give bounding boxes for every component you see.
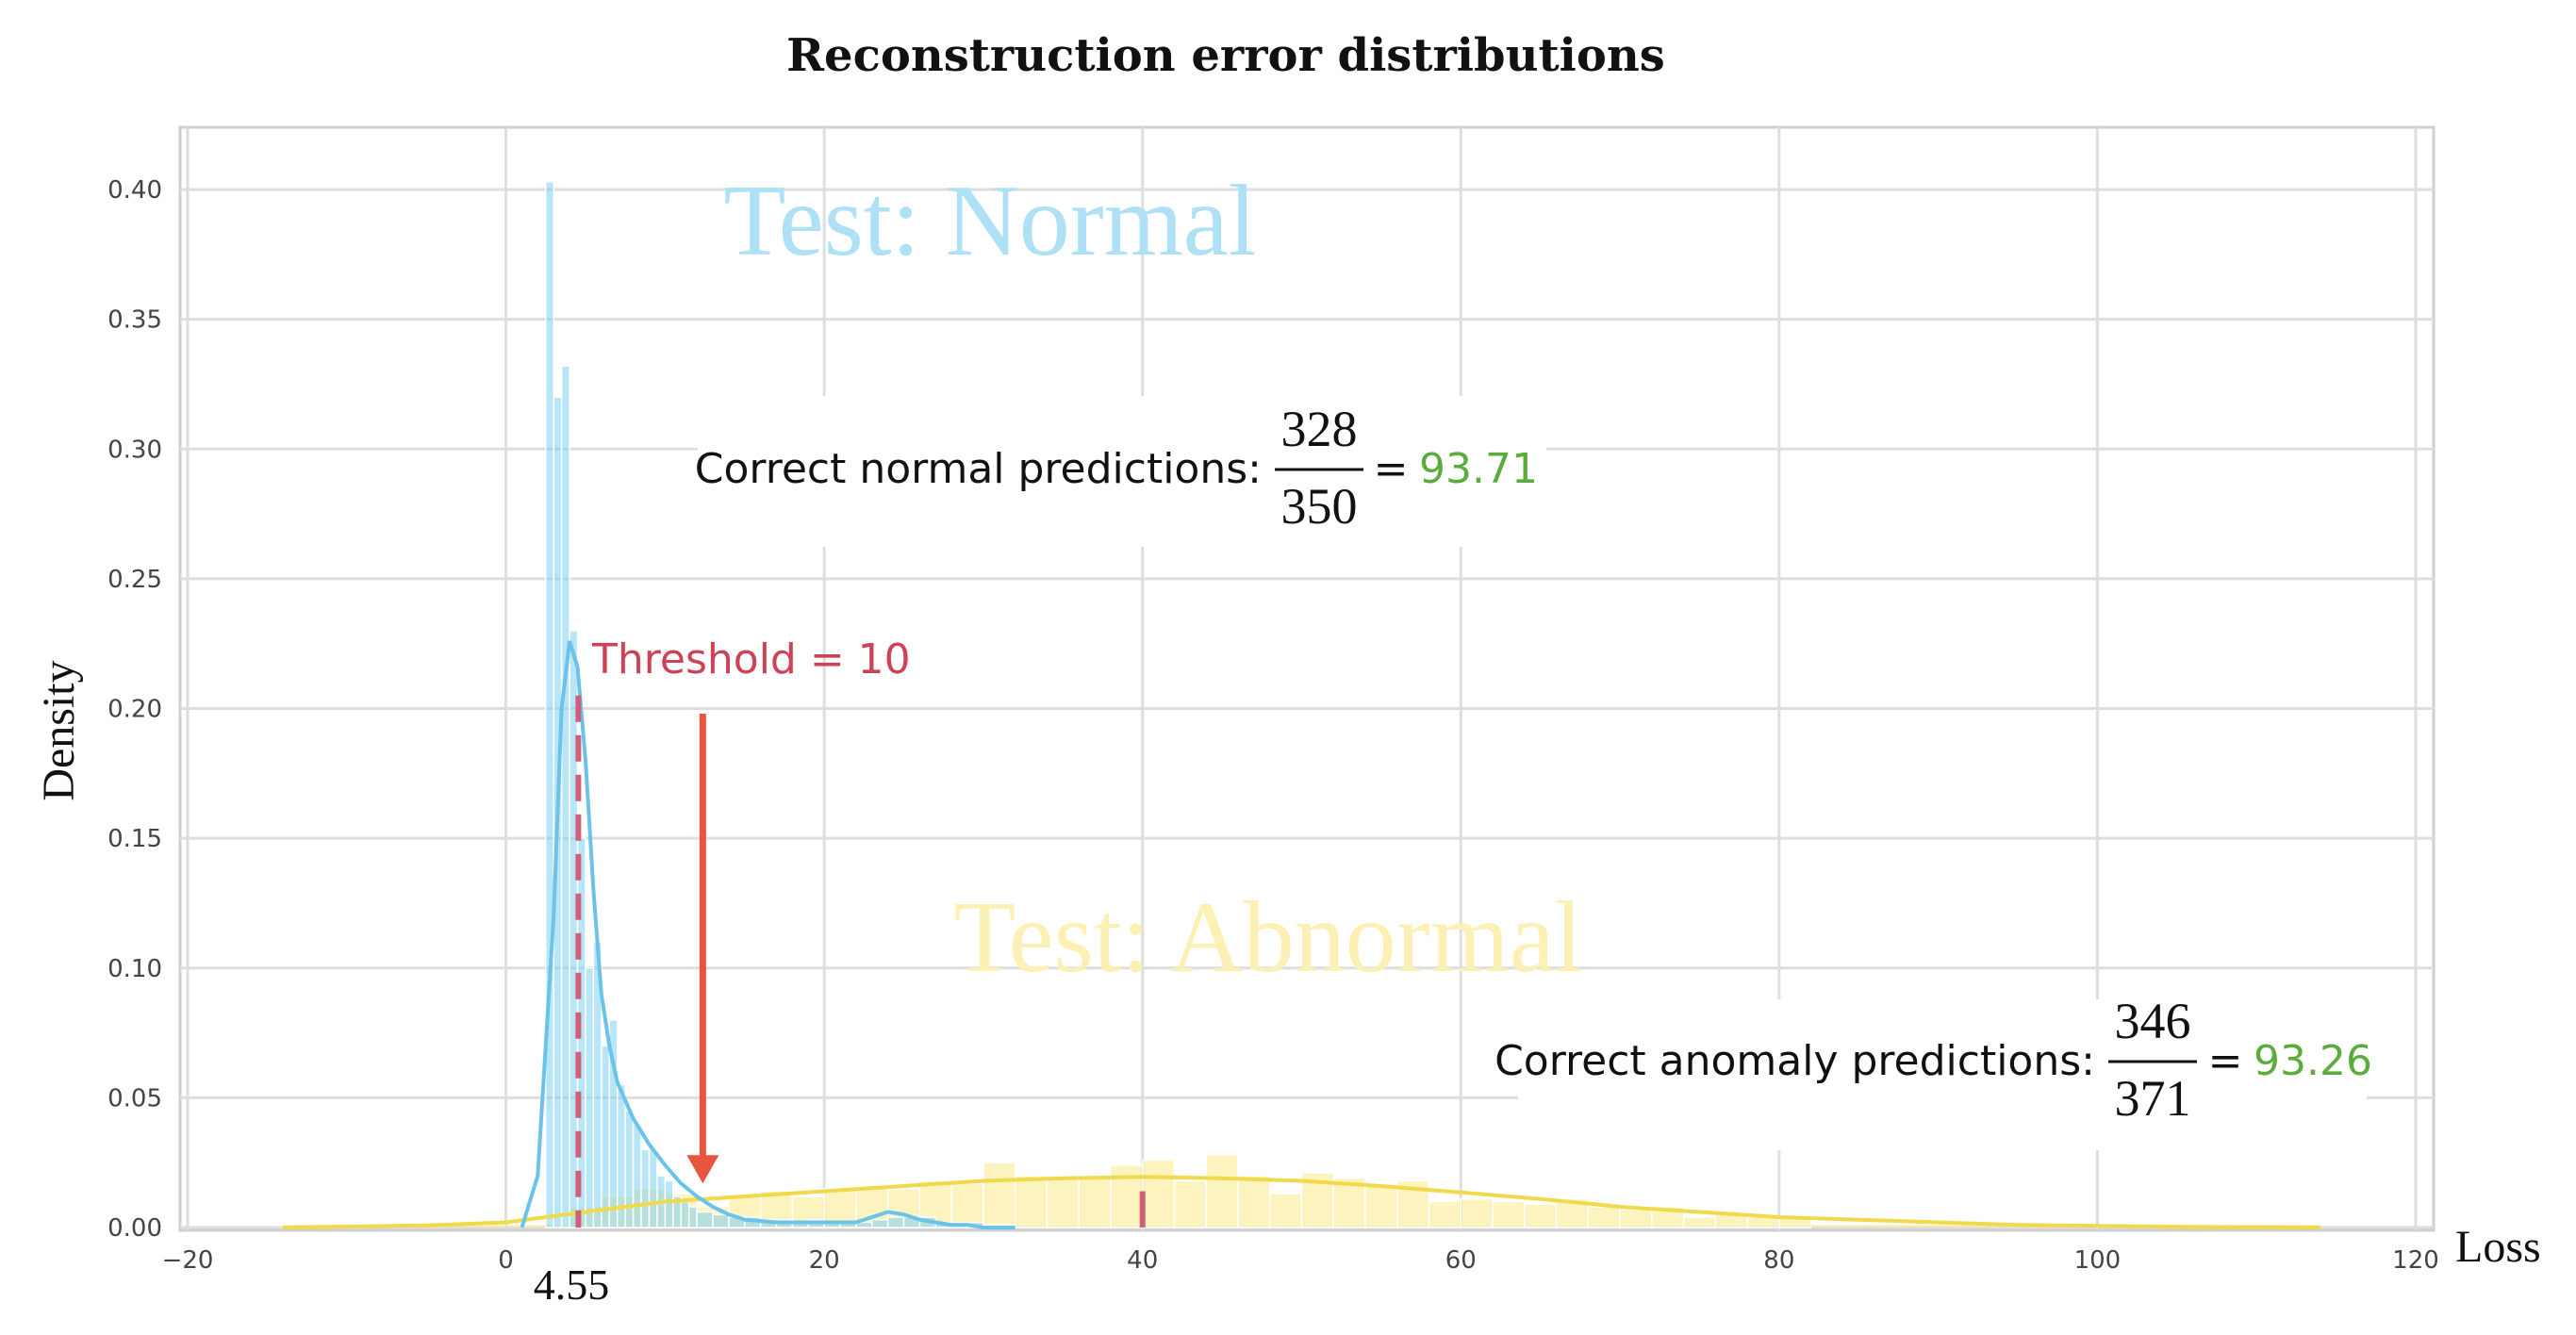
normal-accuracy-result: 93.71: [1419, 445, 1538, 493]
anomaly-accuracy-box: [1518, 999, 2367, 1150]
y-tick-label: 0.25: [107, 566, 162, 594]
histogram-bar: [1268, 1193, 1303, 1228]
histogram-bar: [1110, 1164, 1144, 1228]
y-tick-label: 0.10: [107, 955, 162, 983]
histogram-bar: [696, 1211, 714, 1228]
threshold-arrow: [686, 714, 719, 1184]
normal-accuracy-denominator: 350: [1281, 478, 1358, 535]
histogram-bar: [1587, 1206, 1621, 1228]
histogram-bar: [560, 365, 570, 1228]
histogram-bar: [1046, 1177, 1080, 1228]
histogram-bar: [648, 1148, 658, 1228]
y-tick-label: 0.35: [107, 306, 162, 335]
y-tick-label: 0.30: [107, 436, 162, 464]
histogram-bar: [680, 1200, 690, 1228]
histogram-bar: [1492, 1200, 1526, 1228]
abnormal-series-label: Test: Abnormal: [953, 882, 1582, 994]
histogram-bar: [545, 180, 554, 1228]
y-tick-label: 0.15: [107, 825, 162, 853]
threshold-value-label: 4.55: [534, 1261, 610, 1309]
threshold-arrow-head: [686, 1155, 719, 1184]
x-axis-label: Loss: [2455, 1222, 2541, 1272]
anomaly-accuracy-result: 93.26: [2254, 1037, 2372, 1085]
histogram-bar: [664, 1179, 674, 1228]
histogram-bar: [1141, 1159, 1176, 1228]
histogram-bar: [1078, 1175, 1112, 1228]
normal-accuracy-box: [698, 396, 1546, 547]
histogram-bar: [624, 1110, 635, 1228]
normal-accuracy-equals: =: [1374, 445, 1409, 493]
x-tick-label: 60: [1445, 1246, 1477, 1275]
histogram-bar: [1014, 1175, 1049, 1228]
histogram-bar: [1682, 1216, 1717, 1228]
histogram-bar: [1364, 1185, 1398, 1228]
histogram-bar: [712, 1213, 730, 1228]
x-tick-label: 120: [2392, 1246, 2439, 1275]
normal-histogram: [545, 180, 1016, 1228]
x-tick-label: 40: [1127, 1246, 1158, 1275]
anomaly-accuracy-denominator: 371: [2115, 1070, 2191, 1127]
histogram-bar: [585, 967, 595, 1228]
histogram-bar: [886, 1216, 905, 1228]
chart-title: Reconstruction error distributions: [786, 29, 1665, 82]
anomaly-accuracy-numerator: 346: [2115, 993, 2191, 1049]
histogram-bar: [1237, 1175, 1271, 1228]
histogram-bar: [1428, 1200, 1462, 1228]
x-tick-label: 20: [809, 1246, 840, 1275]
histogram-bar: [1205, 1154, 1239, 1228]
histogram-bar: [1619, 1208, 1653, 1228]
y-tick-label: 0.20: [107, 696, 162, 724]
histogram-bar: [1524, 1203, 1558, 1228]
x-tick-label: 80: [1763, 1246, 1794, 1275]
histogram-bar: [871, 1218, 889, 1228]
histogram-bar: [1173, 1179, 1207, 1228]
mean-markers: [575, 695, 1146, 1228]
y-tick-label: 0.40: [107, 176, 162, 205]
threshold-label: Threshold = 10: [591, 635, 911, 684]
x-tick-label: 0: [498, 1246, 514, 1275]
y-axis-label: Density: [34, 660, 84, 800]
y-tick-labels: 0.00 0.05 0.10 0.15 0.20 0.25 0.30 0.35 0.40: [107, 176, 162, 1243]
y-tick-label: 0.05: [107, 1084, 162, 1112]
normal-accuracy-numerator: 328: [1281, 401, 1358, 457]
histogram-bar: [601, 1045, 611, 1228]
histogram-bar: [687, 1206, 698, 1228]
histogram-bar: [950, 1182, 984, 1228]
normal-accuracy-prefix: Correct normal predictions:: [695, 445, 1262, 493]
histogram-bar: [983, 1162, 1016, 1228]
histogram-bar: [1460, 1197, 1494, 1228]
kde-line-abnormal: [283, 1175, 2320, 1229]
x-tick-label: −20: [162, 1246, 214, 1275]
normal-series-label: Test: Normal: [723, 165, 1256, 277]
anomaly-accuracy-equals: =: [2208, 1037, 2243, 1085]
histogram-bar: [632, 1123, 642, 1228]
y-tick-label: 0.00: [107, 1214, 162, 1243]
anomaly-accuracy-prefix: Correct anomaly predictions:: [1494, 1037, 2095, 1085]
histogram-bar: [640, 1148, 651, 1228]
x-tick-label: 100: [2074, 1246, 2122, 1275]
x-tick-labels: −20 0 20 40 60 80 100 120: [162, 1246, 2439, 1275]
